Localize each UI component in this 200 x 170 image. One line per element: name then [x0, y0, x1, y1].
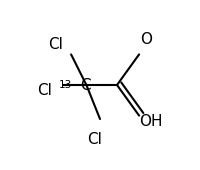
Text: Cl: Cl: [48, 37, 63, 52]
Text: Cl: Cl: [87, 132, 102, 147]
Text: O: O: [140, 32, 152, 47]
Text: C: C: [80, 78, 91, 92]
Text: 13: 13: [58, 80, 72, 90]
Text: Cl: Cl: [37, 83, 52, 98]
Text: OH: OH: [139, 114, 163, 129]
